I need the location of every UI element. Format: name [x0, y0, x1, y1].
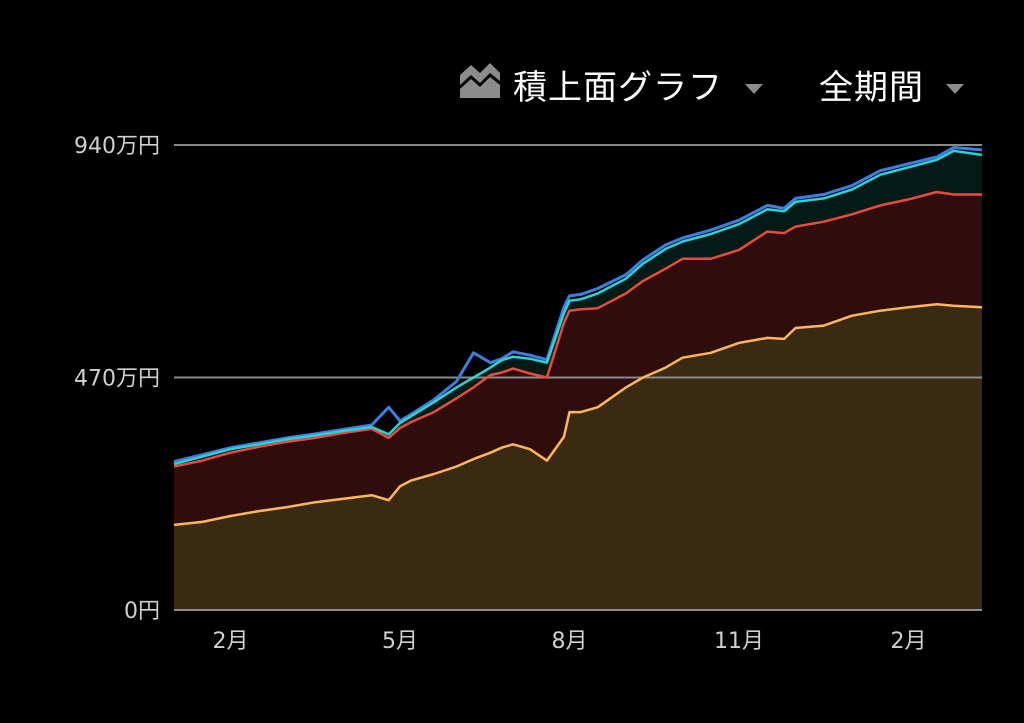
stacked-area-icon — [459, 61, 501, 108]
x-tick-label: 5月 — [382, 629, 418, 654]
period-dropdown[interactable]: 全期間 — [807, 60, 964, 109]
x-tick-label: 2月 — [213, 629, 249, 654]
caret-down-icon — [946, 64, 964, 104]
chart-areas — [174, 150, 982, 610]
chart-type-label: 積上面グラフ — [513, 67, 723, 108]
chart-type-dropdown[interactable]: 積上面グラフ — [459, 60, 763, 109]
y-tick-label: 940万円 — [74, 134, 160, 159]
y-axis: 0円 470万円 940万円 — [74, 134, 160, 624]
y-tick-label: 0円 — [124, 599, 160, 624]
series-line-2 — [173, 190, 982, 468]
y-tick-label: 470万円 — [74, 367, 160, 392]
series-line-1 — [173, 303, 983, 527]
caret-down-icon — [745, 64, 763, 104]
series-line-3 — [173, 149, 983, 466]
chart-grid — [174, 144, 982, 611]
area-band-1 — [174, 304, 982, 610]
chart-toolbar: 積上面グラフ 全期間 — [459, 56, 964, 112]
x-tick-label: 2月 — [891, 629, 927, 654]
chart-lines — [173, 146, 983, 527]
period-label: 全期間 — [819, 67, 924, 108]
x-tick-label: 11月 — [714, 629, 764, 654]
series-line-4 — [173, 146, 983, 464]
x-axis: 2月 5月 8月 11月 2月 — [213, 629, 927, 654]
area-band-2 — [174, 192, 982, 525]
x-tick-label: 8月 — [552, 629, 588, 654]
